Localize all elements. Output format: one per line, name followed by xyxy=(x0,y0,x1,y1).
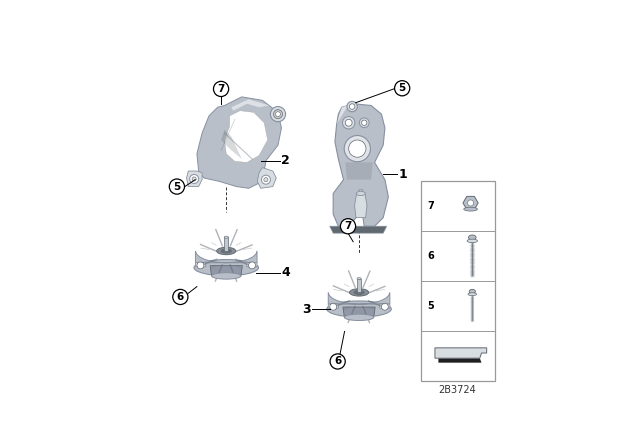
Ellipse shape xyxy=(467,239,477,242)
Circle shape xyxy=(344,135,371,162)
Bar xyxy=(421,181,495,382)
Circle shape xyxy=(346,119,352,126)
Text: 7: 7 xyxy=(344,221,352,231)
Polygon shape xyxy=(197,97,282,188)
Circle shape xyxy=(261,175,270,184)
Text: 5: 5 xyxy=(399,83,406,93)
Text: 2: 2 xyxy=(282,154,290,167)
Polygon shape xyxy=(328,304,339,309)
Circle shape xyxy=(214,82,228,96)
Polygon shape xyxy=(225,111,268,163)
Circle shape xyxy=(349,104,355,109)
Polygon shape xyxy=(355,194,367,218)
Ellipse shape xyxy=(344,314,374,320)
Circle shape xyxy=(330,354,345,369)
Polygon shape xyxy=(232,99,269,111)
Text: 5: 5 xyxy=(173,181,180,192)
Polygon shape xyxy=(330,226,387,233)
Polygon shape xyxy=(380,304,390,309)
Circle shape xyxy=(381,303,388,310)
Polygon shape xyxy=(187,171,202,186)
Ellipse shape xyxy=(221,249,232,253)
Polygon shape xyxy=(195,263,205,268)
Bar xyxy=(357,279,361,293)
Polygon shape xyxy=(333,104,388,226)
Ellipse shape xyxy=(349,289,369,296)
Ellipse shape xyxy=(327,301,391,317)
Polygon shape xyxy=(328,293,390,304)
Ellipse shape xyxy=(212,273,241,279)
Circle shape xyxy=(360,118,369,128)
Ellipse shape xyxy=(217,247,236,254)
Circle shape xyxy=(192,177,196,181)
Polygon shape xyxy=(438,358,481,363)
Polygon shape xyxy=(195,251,257,263)
Ellipse shape xyxy=(468,235,476,240)
Ellipse shape xyxy=(464,207,477,211)
Circle shape xyxy=(276,112,280,116)
Text: 2B3724: 2B3724 xyxy=(438,385,476,395)
Circle shape xyxy=(189,174,198,184)
Text: 4: 4 xyxy=(282,266,290,279)
Polygon shape xyxy=(463,196,478,210)
Circle shape xyxy=(342,116,355,129)
Ellipse shape xyxy=(468,293,477,296)
Circle shape xyxy=(273,110,282,119)
Text: 5: 5 xyxy=(428,302,434,311)
Polygon shape xyxy=(337,104,352,125)
Text: 7: 7 xyxy=(218,84,225,94)
Ellipse shape xyxy=(356,191,365,195)
Polygon shape xyxy=(247,263,257,268)
Ellipse shape xyxy=(194,259,259,276)
Circle shape xyxy=(340,219,356,234)
Circle shape xyxy=(330,303,337,310)
Circle shape xyxy=(349,140,366,157)
Ellipse shape xyxy=(469,289,476,293)
Text: 3: 3 xyxy=(302,302,311,315)
Circle shape xyxy=(468,200,474,206)
Bar xyxy=(224,237,228,251)
Circle shape xyxy=(170,179,184,194)
Ellipse shape xyxy=(224,236,228,238)
Polygon shape xyxy=(210,266,243,276)
Circle shape xyxy=(395,81,410,96)
Circle shape xyxy=(347,101,357,112)
Text: 6: 6 xyxy=(334,357,341,366)
Polygon shape xyxy=(435,348,486,358)
Circle shape xyxy=(248,262,255,269)
Ellipse shape xyxy=(354,290,364,294)
Circle shape xyxy=(362,120,367,125)
Polygon shape xyxy=(343,307,375,317)
Polygon shape xyxy=(221,129,242,159)
Polygon shape xyxy=(345,163,373,180)
Polygon shape xyxy=(257,168,276,188)
Text: 1: 1 xyxy=(398,168,407,181)
Circle shape xyxy=(173,289,188,305)
Circle shape xyxy=(270,107,285,122)
Circle shape xyxy=(197,262,204,269)
Ellipse shape xyxy=(357,278,361,280)
Text: 6: 6 xyxy=(177,292,184,302)
Circle shape xyxy=(264,177,268,182)
Text: 6: 6 xyxy=(428,251,434,262)
Text: 7: 7 xyxy=(428,202,434,211)
